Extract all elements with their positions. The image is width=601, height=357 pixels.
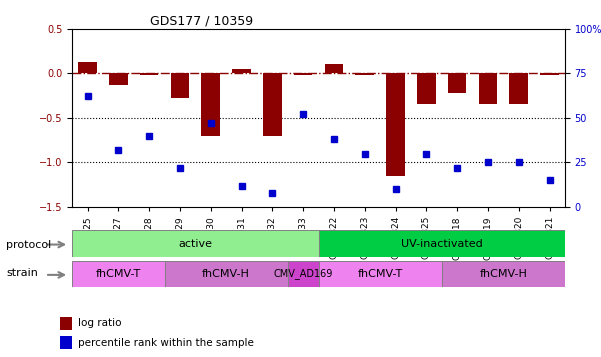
Text: UV-inactivated: UV-inactivated [401, 238, 483, 249]
Bar [288, 261, 319, 287]
Bar [540, 73, 559, 75]
Text: fhCMV-H: fhCMV-H [480, 269, 527, 279]
Bar [510, 73, 528, 104]
Bar [171, 73, 189, 98]
Bar [417, 73, 436, 104]
Bar [60, 336, 72, 349]
Text: protocol: protocol [6, 240, 51, 250]
Bar [386, 73, 405, 176]
Text: strain: strain [6, 268, 38, 278]
Bar [109, 73, 127, 85]
Text: fhCMV-T: fhCMV-T [96, 269, 141, 279]
Bar [60, 317, 72, 330]
Text: fhCMV-T: fhCMV-T [358, 269, 403, 279]
Bar [325, 64, 343, 73]
Bar [319, 261, 442, 287]
Text: GDS177 / 10359: GDS177 / 10359 [150, 14, 254, 27]
Bar [478, 73, 497, 104]
Bar [442, 261, 565, 287]
Bar [140, 73, 159, 75]
Bar [319, 230, 565, 257]
Text: log ratio: log ratio [78, 318, 121, 328]
Bar [294, 73, 313, 75]
Bar [448, 73, 466, 93]
Bar [72, 261, 165, 287]
Bar [355, 73, 374, 75]
Text: percentile rank within the sample: percentile rank within the sample [78, 338, 254, 348]
Bar [78, 62, 97, 73]
Bar [165, 261, 288, 287]
Text: CMV_AD169: CMV_AD169 [273, 268, 333, 280]
Bar [72, 230, 319, 257]
Text: fhCMV-H: fhCMV-H [202, 269, 250, 279]
Text: active: active [178, 238, 212, 249]
Bar [201, 73, 220, 136]
Bar [232, 69, 251, 73]
Bar [263, 73, 281, 136]
